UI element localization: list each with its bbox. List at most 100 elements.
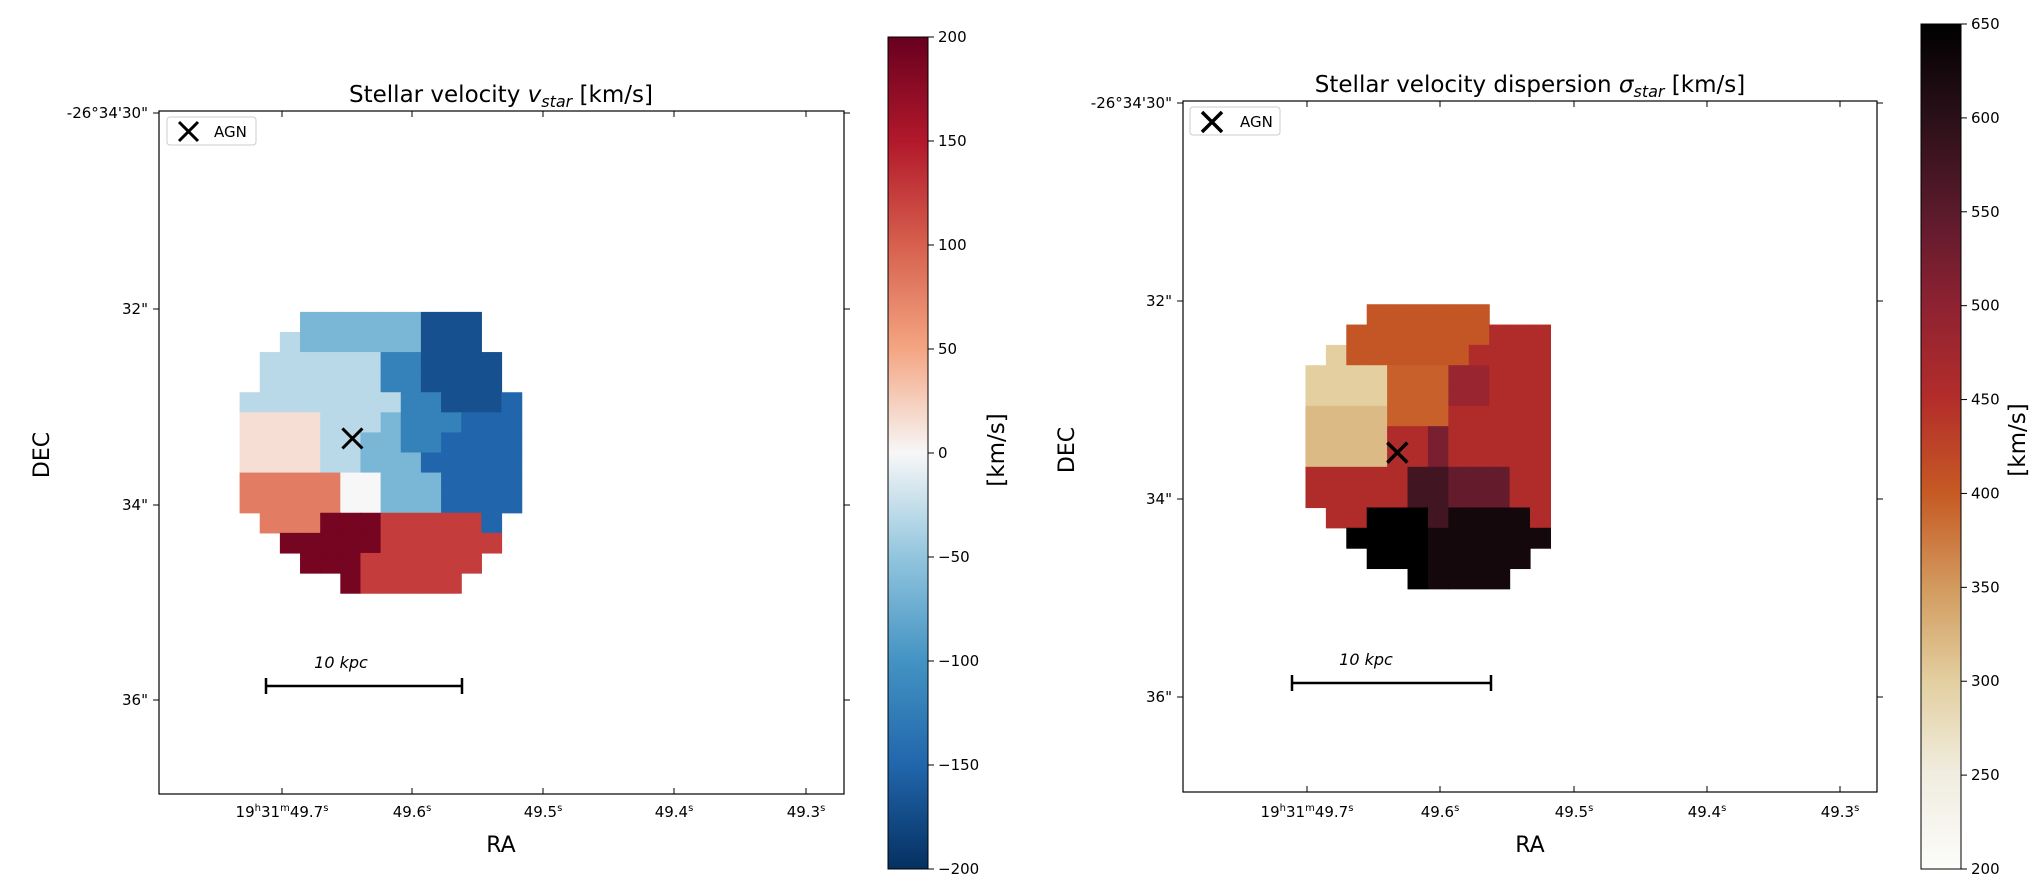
heatmap-cell: [461, 492, 482, 514]
heatmap-cell: [1325, 405, 1347, 427]
heatmap-cell: [279, 372, 301, 393]
heatmap-cell: [239, 412, 261, 434]
velocity-plot-frame: [158, 110, 845, 795]
heatmap-cell: [1366, 426, 1388, 448]
heatmap-cell: [1366, 507, 1388, 529]
heatmap-cell: [1407, 365, 1429, 387]
heatmap-cell: [1427, 548, 1449, 570]
heatmap-cell: [1489, 487, 1511, 509]
velocity-colorbar-ticks: 200 150 100 50 0 −50 −100 −150 −200: [928, 28, 979, 878]
heatmap-cell: [441, 452, 462, 474]
colorbar-tick-label: −100: [938, 652, 979, 670]
heatmap-cell: [420, 311, 442, 333]
heatmap-cell: [300, 552, 321, 574]
heatmap-cell: [239, 432, 261, 454]
heatmap-cell: [1489, 446, 1511, 468]
heatmap-cell: [1387, 304, 1409, 326]
heatmap-cell: [320, 512, 341, 534]
heatmap-cell: [441, 472, 462, 494]
heatmap-cell: [380, 432, 402, 454]
heatmap-cell: [1509, 446, 1531, 468]
heatmap-cell: [1448, 426, 1470, 448]
heatmap-cell: [441, 331, 462, 353]
heatmap-cell: [1509, 385, 1531, 407]
heatmap-cell: [1448, 568, 1470, 590]
velocity-yticks: [153, 112, 850, 701]
heatmap-cell: [420, 331, 442, 353]
heatmap-cell: [340, 311, 362, 333]
heatmap-cell: [320, 452, 341, 474]
heatmap-cell: [1387, 365, 1409, 387]
heatmap-cell: [1427, 365, 1449, 387]
heatmap-cell: [461, 512, 482, 534]
heatmap-cell: [1448, 324, 1470, 346]
heatmap-cell: [1509, 405, 1531, 427]
velocity-xtick-label: 49.6s: [393, 803, 432, 821]
dispersion-legend-label: AGN: [1240, 113, 1273, 131]
dispersion-ylabel: DEC: [1055, 427, 1080, 473]
heatmap-cell: [501, 472, 523, 494]
heatmap-cell: [1530, 487, 1552, 509]
heatmap-cell: [1427, 527, 1449, 549]
heatmap-cell: [279, 412, 301, 434]
heatmap-cell: [420, 352, 442, 373]
heatmap-cell: [1468, 568, 1490, 590]
velocity-scalebar-label: 10 kpc: [314, 653, 368, 672]
heatmap-cell: [420, 392, 442, 413]
heatmap-cell: [1448, 487, 1470, 509]
heatmap-cell: [441, 311, 462, 333]
heatmap-cell: [1509, 324, 1531, 346]
dispersion-ytick-label: 32": [1146, 292, 1172, 310]
heatmap-cell: [1468, 426, 1490, 448]
heatmap-cell: [380, 352, 402, 373]
heatmap-cell: [1489, 385, 1511, 407]
heatmap-cell: [1346, 365, 1368, 387]
heatmap-cell: [1366, 446, 1388, 468]
heatmap-cell: [380, 392, 402, 413]
heatmap-cell: [420, 472, 442, 494]
heatmap-cell: [420, 492, 442, 514]
heatmap-cell: [1468, 324, 1490, 346]
heatmap-cell: [481, 532, 503, 554]
heatmap-cell: [1407, 426, 1429, 448]
heatmap-cell: [1366, 487, 1388, 509]
heatmap-cell: [1448, 507, 1470, 529]
colorbar-tick-label: 0: [938, 444, 948, 462]
heatmap-cell: [320, 392, 341, 413]
heatmap-cell: [279, 492, 301, 514]
velocity-colorbar-label: [km/s]: [984, 413, 1010, 486]
heatmap-cell: [259, 372, 281, 393]
heatmap-cell: [461, 432, 482, 454]
heatmap-cell: [400, 452, 422, 474]
heatmap-cell: [279, 392, 301, 413]
velocity-xticks: [281, 111, 807, 794]
heatmap-cell: [441, 512, 462, 534]
heatmap-cell: [1509, 466, 1531, 488]
velocity-ylabel: DEC: [30, 432, 55, 478]
colorbar-tick-label: 500: [1971, 297, 2000, 315]
dispersion-xtick-label: 49.4s: [1688, 803, 1727, 821]
heatmap-cell: [1448, 365, 1470, 387]
heatmap-cell: [259, 432, 281, 454]
heatmap-cell: [400, 512, 422, 534]
heatmap-cell: [461, 532, 482, 554]
heatmap-cell: [1427, 568, 1449, 590]
heatmap-cell: [1387, 487, 1409, 509]
heatmap-cell: [380, 412, 402, 434]
heatmap-cell: [1530, 446, 1552, 468]
heatmap-cell: [300, 331, 321, 353]
heatmap-cell: [1427, 304, 1449, 326]
heatmap-cell: [1489, 405, 1511, 427]
heatmap-cell: [400, 311, 422, 333]
heatmap-cell: [380, 492, 402, 514]
heatmap-cell: [1407, 344, 1429, 366]
heatmap-cell: [1325, 344, 1347, 366]
heatmap-cell: [1468, 405, 1490, 427]
heatmap-cell: [1489, 426, 1511, 448]
heatmap-cell: [1305, 405, 1327, 427]
heatmap-cell: [1468, 548, 1490, 570]
heatmap-cell: [1387, 466, 1409, 488]
heatmap-cell: [1305, 466, 1327, 488]
heatmap-cell: [1448, 446, 1470, 468]
heatmap-cell: [1448, 405, 1470, 427]
